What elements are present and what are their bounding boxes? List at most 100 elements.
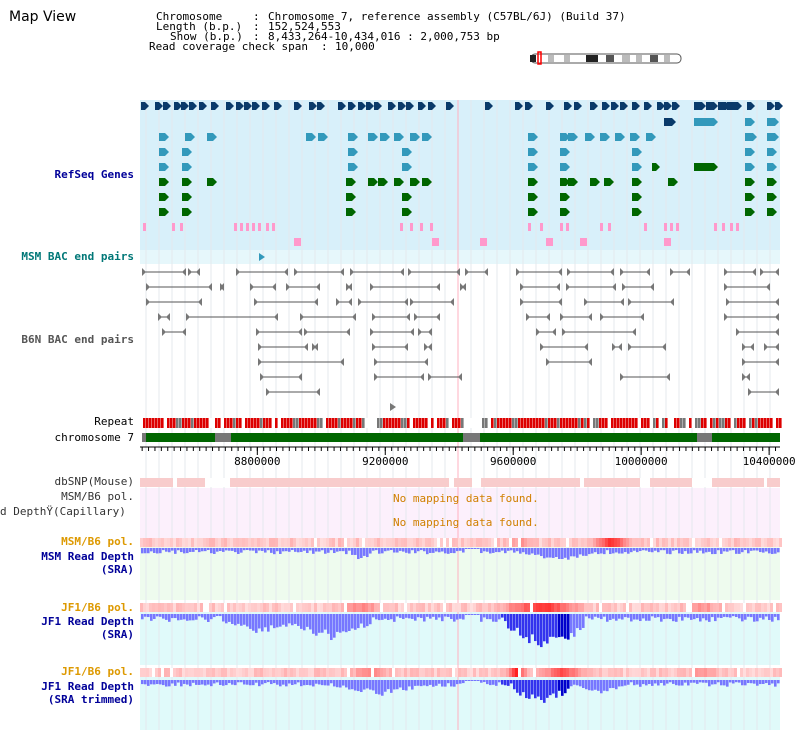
depth-bar: [174, 614, 177, 619]
polymorphism-cell: [779, 668, 782, 677]
depth-bar: [351, 614, 354, 629]
msm-bac-track-bg: [140, 250, 780, 264]
polymorphism-cell: [755, 603, 758, 612]
repeat-element: [245, 418, 248, 428]
pink-block: [480, 238, 487, 246]
depth-bar: [537, 614, 540, 646]
polymorphism-cell: [554, 668, 557, 677]
polymorphism-cell: [716, 603, 719, 612]
depth-bar: [405, 614, 408, 618]
polymorphism-cell: [698, 603, 701, 612]
depth-bar: [366, 614, 369, 627]
depth-bar: [192, 548, 195, 552]
depth-bar: [450, 680, 453, 687]
polymorphism-cell: [701, 603, 704, 612]
depth-bar: [489, 548, 492, 554]
gene-arrow: [745, 118, 755, 126]
bac-end-arrow: [370, 328, 374, 336]
jf1-pol2-label[interactable]: JF1/B6 pol.: [61, 665, 134, 678]
polymorphism-cell: [449, 668, 452, 677]
depth-bar: [507, 548, 510, 551]
depth-bar: [273, 680, 276, 684]
bac-end-arrow: [775, 313, 779, 321]
jf1-pol-label[interactable]: JF1/B6 pol.: [61, 601, 134, 614]
bac-end-arrow: [520, 283, 524, 291]
axis-tick-label: 8800000: [234, 455, 280, 468]
depth-bar: [264, 548, 267, 553]
bac-end-arrow: [372, 343, 376, 351]
repeat-element: [194, 418, 197, 428]
depth-bar: [741, 614, 744, 622]
polymorphism-cell: [221, 668, 224, 677]
depth-bar: [690, 614, 693, 620]
repeat-element: [536, 418, 539, 428]
msm-depth-label-1[interactable]: MSM Read Depth: [41, 550, 134, 563]
bac-end-arrow: [620, 373, 624, 381]
repeat-element: [275, 418, 278, 428]
repeat-element: [503, 418, 506, 428]
jf1-depth-label-1[interactable]: JF1 Read Depth: [41, 615, 134, 628]
polymorphism-cell: [557, 668, 560, 677]
bac-end-arrow: [562, 328, 566, 336]
msm-depth-label-2: (SRA): [100, 563, 134, 576]
depth-bar: [504, 548, 507, 554]
bac-end-arrow: [336, 298, 340, 306]
repeat-element: [728, 418, 731, 428]
refseq-genes-label[interactable]: RefSeq Genes: [54, 168, 134, 181]
polymorphism-cell: [503, 538, 506, 547]
gene-arrow: [394, 178, 404, 186]
polymorphism-cell: [629, 603, 632, 612]
gene-arrow: [664, 118, 676, 126]
polymorphism-cell: [608, 538, 611, 547]
polymorphism-cell: [683, 668, 686, 677]
capillary-depth-label[interactable]: d DepthŸ(Capillary): [0, 505, 126, 518]
polymorphism-cell: [602, 603, 605, 612]
repeat-element: [416, 418, 419, 428]
pink-block: [420, 223, 423, 231]
bac-end-arrow: [418, 328, 422, 336]
polymorphism-cell: [365, 538, 368, 547]
gene-arrow: [620, 102, 628, 110]
msm-bac-label[interactable]: MSM BAC end pairs: [21, 250, 134, 263]
depth-bar: [168, 548, 171, 553]
repeat-element: [251, 418, 254, 428]
polymorphism-cell: [215, 668, 218, 677]
polymorphism-cell: [383, 538, 386, 547]
polymorphism-cell: [416, 538, 419, 547]
gene-arrow: [615, 133, 625, 141]
depth-bar: [519, 548, 522, 554]
dbsnp-label[interactable]: dbSNP(Mouse): [54, 475, 134, 488]
depth-bar: [303, 548, 306, 551]
msm-pol-label[interactable]: MSM/B6 pol.: [61, 490, 134, 503]
bac-end-arrow: [370, 283, 374, 291]
polymorphism-cell: [140, 668, 143, 677]
polymorphism-cell: [467, 603, 470, 612]
b6n-bac-label[interactable]: B6N BAC end pairs: [21, 333, 134, 346]
repeat-label[interactable]: Repeat: [94, 415, 134, 428]
msm-pol2-label[interactable]: MSM/B6 pol.: [61, 535, 134, 548]
repeat-element: [572, 418, 575, 428]
bac-end-arrow: [258, 343, 262, 351]
depth-bar: [378, 680, 381, 695]
polymorphism-cell: [539, 603, 542, 612]
repeat-element: [233, 418, 236, 428]
polymorphism-cell: [725, 538, 728, 547]
depth-bar: [408, 680, 411, 687]
polymorphism-cell: [674, 603, 677, 612]
depth-bar: [477, 614, 480, 615]
ideogram-band: [664, 55, 670, 62]
depth-bar: [366, 680, 369, 689]
polymorphism-cell: [653, 603, 656, 612]
polymorphism-cell: [473, 603, 476, 612]
msm-depth-track-bg: [140, 545, 780, 600]
polymorphism-cell: [707, 603, 710, 612]
jf1-trim-label-1[interactable]: JF1 Read Depth: [41, 680, 134, 693]
polymorphism-cell: [374, 538, 377, 547]
repeat-element: [356, 418, 359, 428]
polymorphism-cell: [614, 538, 617, 547]
polymorphism-cell: [719, 668, 722, 677]
bac-end-arrow: [742, 343, 746, 351]
polymorphism-cell: [281, 603, 284, 612]
depth-bar: [552, 548, 555, 558]
repeat-element: [761, 418, 764, 428]
